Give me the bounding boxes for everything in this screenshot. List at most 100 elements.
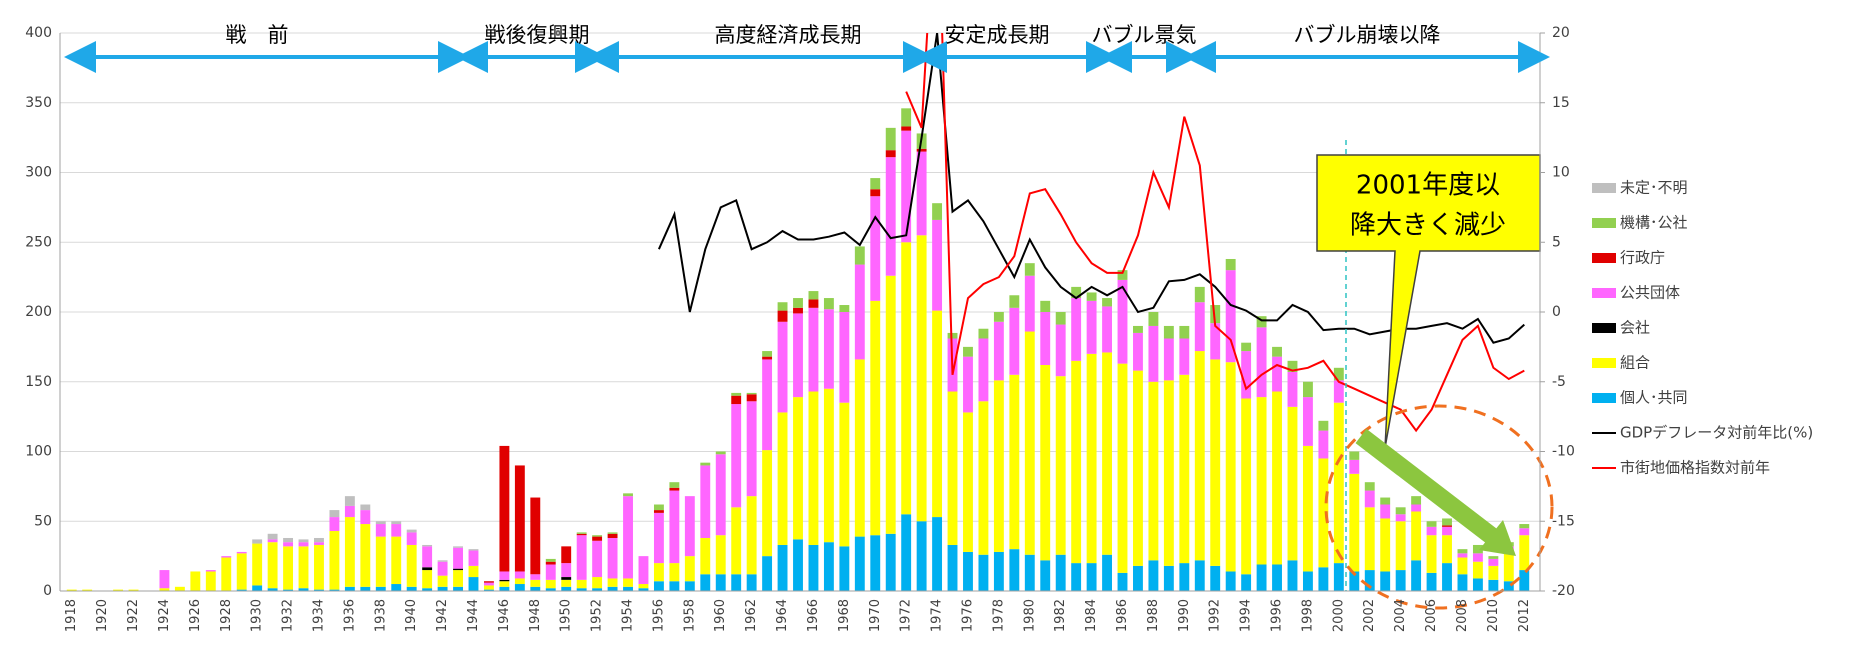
bar-segment [298, 542, 309, 547]
bar-segment [854, 246, 865, 265]
bar-segment [221, 556, 232, 558]
bar-segment [375, 536, 386, 587]
bar-segment [576, 579, 587, 589]
bar-segment [885, 275, 896, 534]
bar-segment [1333, 367, 1344, 381]
bar-segment [1009, 307, 1020, 375]
bar-segment [947, 391, 958, 545]
bar-segment [561, 577, 572, 580]
bar-segment [252, 585, 263, 591]
bar-segment [1349, 473, 1360, 572]
bar-segment [561, 579, 572, 587]
bar-segment [375, 524, 386, 537]
trend-arrow-shaft [1355, 428, 1504, 549]
y-tick-label: 400 [25, 25, 52, 41]
callout: 2001年度以 降大きく減少 [1316, 154, 1541, 449]
x-tick-label: 1962 [744, 599, 759, 632]
bar-segment [437, 560, 448, 562]
bar-segment [1040, 365, 1051, 561]
x-tick-label: 1918 [64, 599, 79, 632]
y-tick-label: 0 [43, 583, 52, 599]
y2-tick-label: -5 [1552, 374, 1566, 390]
bar-segment [113, 589, 124, 591]
bar-segment [1225, 362, 1236, 572]
bar-segment [514, 578, 525, 585]
bar-segment [1148, 325, 1159, 382]
bar-segment [1287, 406, 1298, 561]
bar-segment [1055, 324, 1066, 377]
bar-segment [978, 338, 989, 402]
bar-segment [499, 579, 510, 582]
bar-segment [1086, 292, 1097, 301]
bar-segment [1241, 351, 1252, 399]
bar-segment [762, 450, 773, 557]
bar-segment [1009, 295, 1020, 308]
bar-segment [391, 584, 402, 591]
bar-segment [1194, 351, 1205, 561]
x-tick-label: 1998 [1300, 599, 1315, 632]
bar-segment [1488, 558, 1499, 566]
bar-segment [1210, 359, 1221, 566]
x-tick-label: 1940 [404, 599, 419, 632]
bar-segment [66, 589, 77, 591]
bar-segment [746, 401, 757, 497]
bar-segment [1488, 565, 1499, 580]
bar-segment [360, 504, 371, 511]
x-tick-label: 1928 [219, 599, 234, 632]
bar-segment [963, 412, 973, 552]
bar-segment [762, 359, 773, 451]
bar-segment [267, 539, 278, 543]
bar-segment [530, 574, 541, 580]
bar-segment [391, 524, 402, 537]
bar-segment [1024, 263, 1035, 276]
bar-segment [468, 550, 479, 566]
bar-segment [885, 533, 896, 591]
bar-segment [468, 549, 479, 551]
bar-segment [406, 544, 417, 587]
bar-segment [329, 531, 340, 590]
bar-segment [1287, 560, 1298, 591]
bar-segment [808, 299, 819, 308]
bar-segment [82, 589, 93, 591]
x-tick-label: 1964 [775, 599, 790, 632]
line-series [905, 33, 1525, 433]
bar-segment [1210, 323, 1221, 360]
bar-segment [453, 547, 463, 569]
bar-segment [1272, 356, 1282, 392]
bar-segment [1426, 526, 1437, 536]
bar-segment [793, 397, 803, 540]
bar-segment [592, 536, 603, 541]
x-tick-label: 1970 [868, 599, 883, 632]
bar-segment [1411, 560, 1422, 591]
bar-segment [653, 504, 664, 511]
y2-tick-label: -15 [1552, 513, 1575, 529]
legend-label: 個人･共同 [1620, 389, 1688, 407]
bar-segment [561, 546, 572, 564]
bar-segment [1241, 342, 1252, 352]
bar-segment [344, 496, 355, 506]
bar-segment [283, 546, 294, 590]
bar-segment [1086, 563, 1097, 591]
bar-segment [344, 517, 355, 587]
bar-segment [1472, 578, 1483, 591]
x-tick-label: 1954 [621, 599, 636, 632]
bar-segment [1024, 275, 1035, 332]
x-tick-label: 1956 [651, 599, 666, 632]
bar-segment [823, 309, 834, 389]
bar-segment [252, 539, 263, 544]
bar-segment [870, 178, 881, 190]
y-tick-label: 150 [25, 374, 52, 390]
y-tick-label: 100 [25, 444, 52, 460]
x-tick-label: 1942 [435, 599, 450, 632]
bar-segment [993, 380, 1004, 552]
bar-segment [1457, 574, 1468, 591]
bar-segment [1287, 371, 1298, 407]
bar-segment [1194, 560, 1205, 591]
legend-swatch [1592, 253, 1616, 263]
bar-segment [1364, 490, 1375, 508]
bar-segment [1488, 579, 1499, 591]
bar-segment [777, 302, 788, 311]
bar-segment [1426, 535, 1437, 573]
bar-segment [1040, 300, 1051, 312]
bar-segment [1519, 570, 1530, 591]
